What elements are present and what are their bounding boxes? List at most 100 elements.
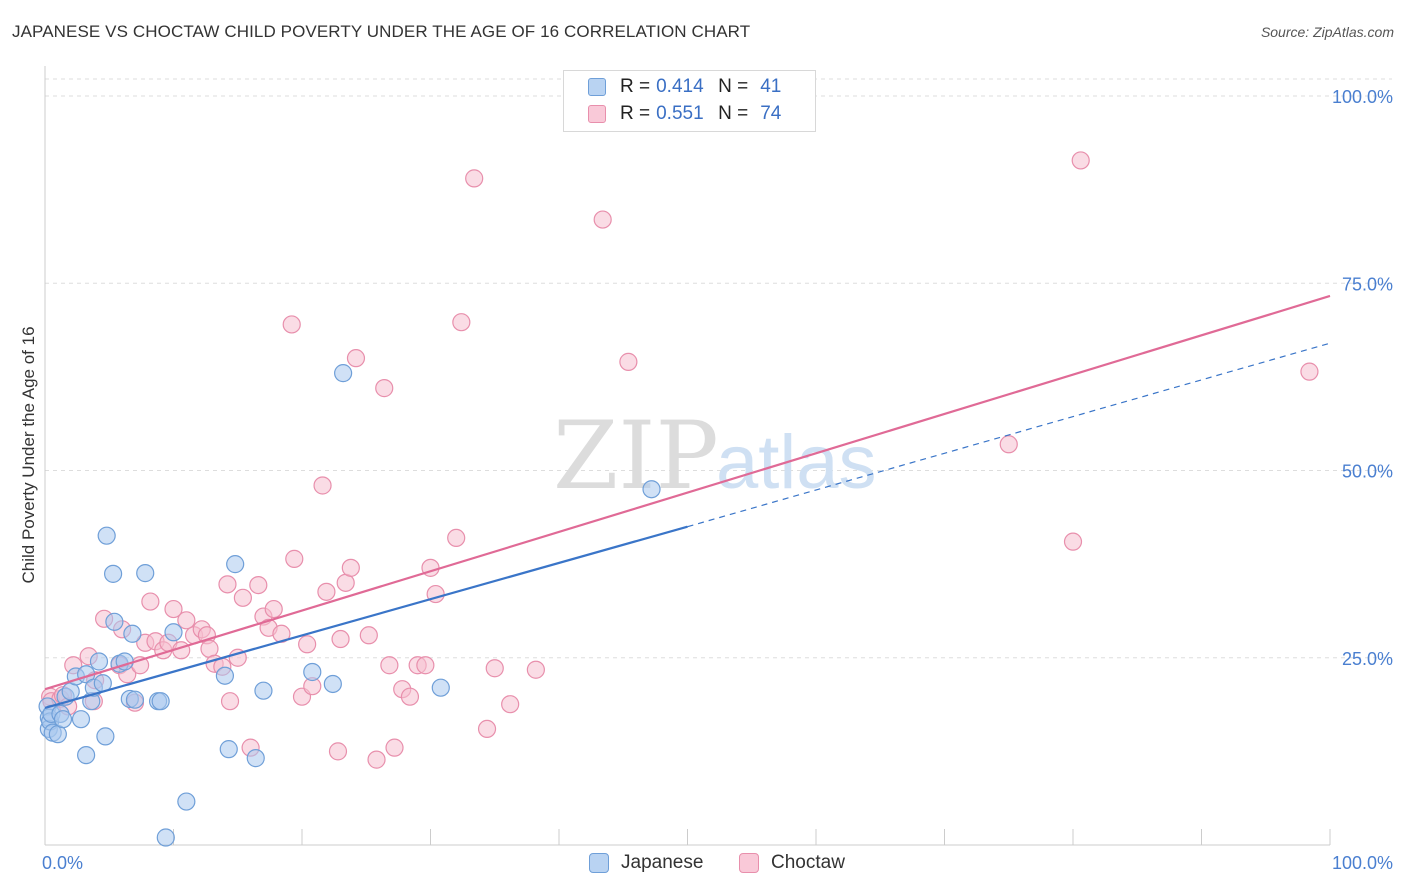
legend-item-choctaw[interactable]: Choctaw <box>739 852 845 874</box>
trend-layer <box>44 294 1331 709</box>
japanese-point <box>254 681 273 700</box>
choctaw-point <box>1300 362 1319 381</box>
choctaw-point <box>416 656 435 675</box>
choctaw-point <box>298 635 317 654</box>
n-label: N = <box>718 103 749 124</box>
choctaw-point <box>317 582 336 601</box>
japanese-point <box>136 564 155 583</box>
legend-row-choctaw: R = 0.551 N = 74 <box>588 103 781 125</box>
choctaw-trend-line <box>44 294 1331 691</box>
choctaw-point <box>249 575 268 595</box>
japanese-swatch <box>589 853 609 873</box>
japanese-point <box>164 623 183 642</box>
x-tick-label: 0.0% <box>42 853 83 873</box>
r-value: 0.414 <box>656 76 704 97</box>
choctaw-point <box>164 599 183 619</box>
choctaw-point <box>328 742 348 761</box>
source-label: Source: ZipAtlas.com <box>1260 24 1394 40</box>
choctaw-point <box>999 435 1018 454</box>
choctaw-swatch <box>739 853 759 873</box>
choctaw-point <box>501 695 520 714</box>
japanese-point <box>77 746 96 765</box>
japanese-point <box>125 690 145 709</box>
choctaw-point <box>1063 532 1083 551</box>
japanese-trend-extension <box>687 342 1331 528</box>
choctaw-point <box>385 738 404 757</box>
japanese-point <box>246 749 265 768</box>
choctaw-point <box>447 528 466 548</box>
tick-label-layer: 25.0% 50.0% 75.0% 100.0% 0.0% 100.0% <box>42 87 1393 873</box>
japanese-swatch <box>588 78 606 96</box>
choctaw-point <box>359 626 378 645</box>
watermark: ZIP atlas <box>553 402 877 511</box>
japanese-point <box>71 710 91 729</box>
choctaw-point <box>593 210 612 229</box>
choctaw-point <box>375 379 394 398</box>
choctaw-point <box>220 692 240 711</box>
n-label: N = <box>718 76 749 97</box>
japanese-point <box>642 480 661 499</box>
japanese-point <box>96 727 115 746</box>
choctaw-point <box>228 648 247 667</box>
watermark-zip: ZIP <box>553 402 719 511</box>
japanese-point <box>226 555 245 574</box>
japanese-point <box>219 740 238 759</box>
choctaw-swatch <box>588 105 606 123</box>
choctaw-point <box>264 599 283 619</box>
japanese-point <box>151 692 170 711</box>
legend-item-japanese[interactable]: Japanese <box>589 852 703 874</box>
japanese-point <box>89 652 109 671</box>
japanese-point <box>105 612 124 631</box>
choctaw-point <box>282 315 301 334</box>
r-label: R = <box>620 76 651 97</box>
n-value: 41 <box>760 76 782 97</box>
choctaw-point <box>452 313 471 332</box>
choctaw-point <box>465 169 484 188</box>
choctaw-point <box>477 719 497 739</box>
japanese-point <box>177 792 196 811</box>
japanese-trend-line <box>44 525 688 709</box>
chart-title: JAPANESE VS CHOCTAW CHILD POVERTY UNDER … <box>12 22 751 41</box>
choctaw-point <box>313 476 332 495</box>
choctaw-point <box>400 687 420 706</box>
japanese-point <box>104 564 123 583</box>
choctaw-point <box>331 629 350 649</box>
japanese-point <box>123 624 142 643</box>
choctaw-point <box>233 588 252 607</box>
choctaw-point <box>485 659 504 678</box>
japanese-point <box>431 678 450 697</box>
y-tick-label: 25.0% <box>1342 649 1393 669</box>
y-tick-label: 75.0% <box>1342 274 1393 294</box>
japanese-point <box>97 526 116 545</box>
japanese-point <box>334 364 353 383</box>
legend-label: Japanese <box>621 852 704 873</box>
japanese-point <box>156 828 175 847</box>
choctaw-point <box>346 349 366 368</box>
y-tick-label: 100.0% <box>1332 87 1393 107</box>
choctaw-point <box>526 660 545 679</box>
choctaw-point <box>367 750 386 769</box>
y-axis-label: Child Poverty Under the Age of 16 <box>19 326 38 583</box>
choctaw-point <box>619 352 638 371</box>
stats-legend: R = 0.414 N = 41 R = 0.551 N = 74 <box>563 70 816 132</box>
choctaw-point <box>285 549 304 568</box>
r-label: R = <box>620 103 651 124</box>
legend-row-japanese: R = 0.414 N = 41 <box>588 76 781 98</box>
x-tick-label: 100.0% <box>1332 853 1393 873</box>
n-value: 74 <box>760 103 782 124</box>
series-legend: Japanese Choctaw <box>0 852 1406 878</box>
y-tick-label: 50.0% <box>1342 462 1393 482</box>
choctaw-point <box>218 575 237 594</box>
points-layer <box>38 151 1319 847</box>
grid-layer <box>45 78 1392 659</box>
choctaw-point <box>141 592 160 611</box>
watermark-atlas: atlas <box>716 420 877 505</box>
choctaw-point <box>341 558 360 577</box>
legend-label: Choctaw <box>771 852 845 873</box>
japanese-point <box>53 710 73 729</box>
japanese-point <box>215 666 234 685</box>
choctaw-point <box>1071 151 1090 170</box>
r-value: 0.551 <box>656 103 704 124</box>
japanese-point <box>303 662 322 682</box>
